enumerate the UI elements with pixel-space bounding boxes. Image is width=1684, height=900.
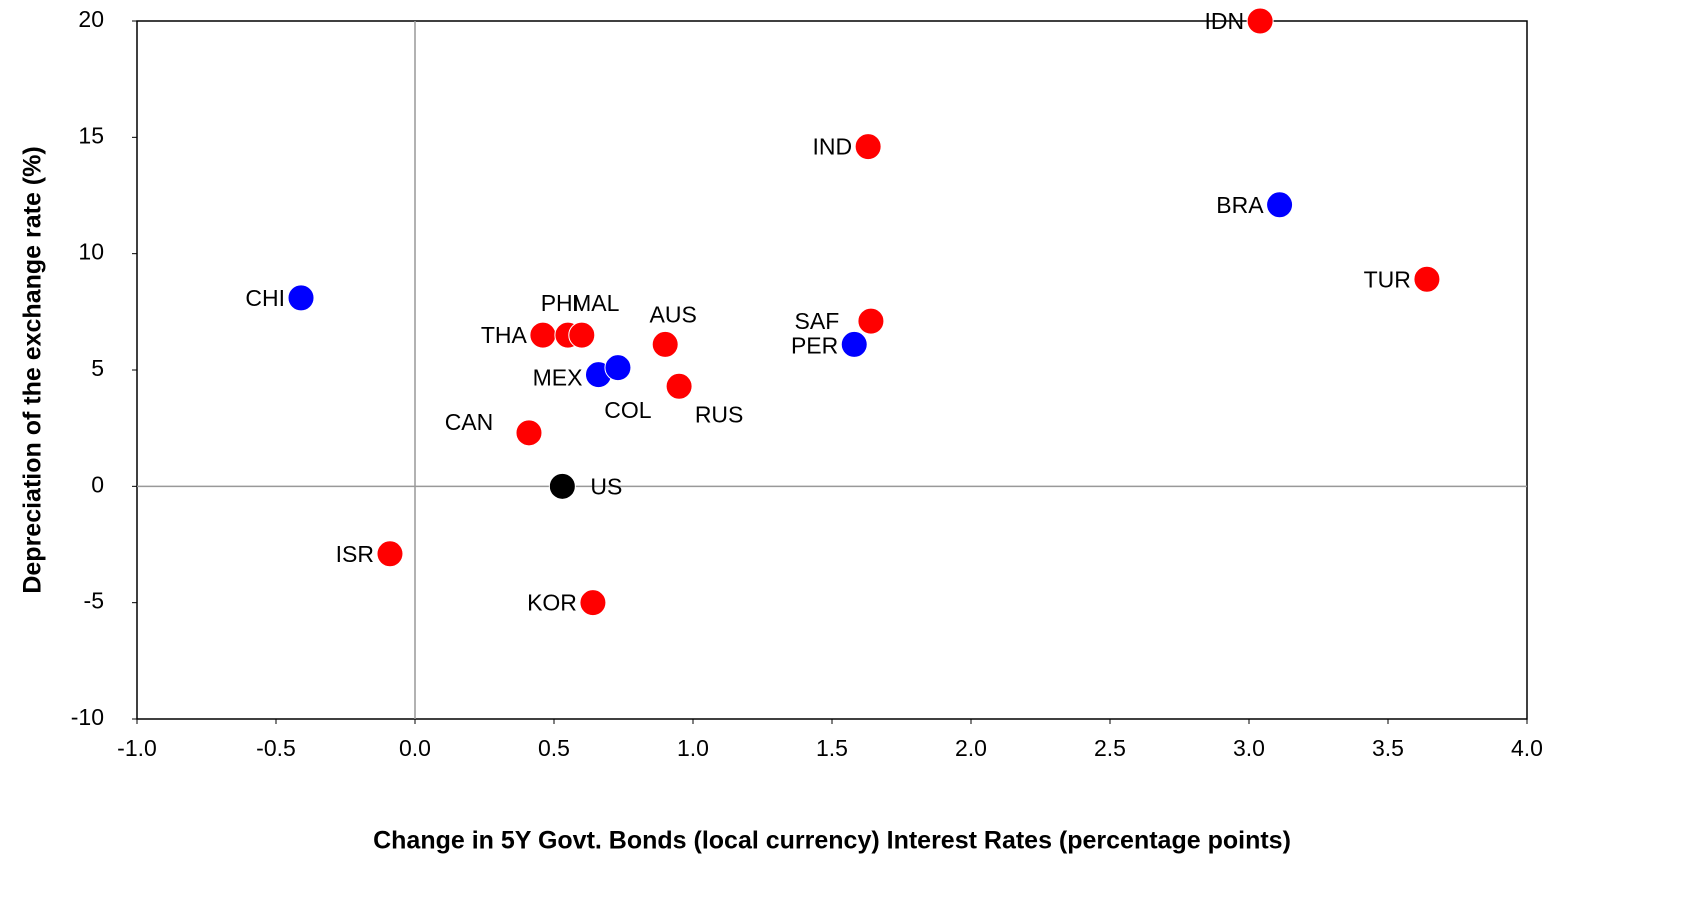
point-label: COL bbox=[604, 397, 652, 423]
point bbox=[579, 589, 607, 617]
point bbox=[515, 419, 543, 447]
x-tick-label: 0.0 bbox=[399, 735, 431, 761]
x-tick-label: 2.5 bbox=[1094, 735, 1126, 761]
point bbox=[529, 321, 557, 349]
y-tick-label: 0 bbox=[91, 471, 104, 497]
point bbox=[840, 330, 868, 358]
x-tick-label: 2.0 bbox=[955, 735, 987, 761]
x-tick-label: 3.0 bbox=[1233, 735, 1265, 761]
x-tick-label: 4.0 bbox=[1511, 735, 1543, 761]
point-label: CHI bbox=[245, 285, 285, 311]
y-tick-label: -10 bbox=[71, 704, 104, 730]
x-tick-label: -0.5 bbox=[256, 735, 296, 761]
point-label: AUS bbox=[650, 301, 697, 327]
point-label: KOR bbox=[527, 590, 577, 616]
point-label: SAF bbox=[795, 308, 840, 334]
point-label: TUR bbox=[1364, 266, 1411, 292]
y-axis-title: Depreciation of the exchange rate (%) bbox=[19, 146, 47, 593]
point bbox=[1413, 265, 1441, 293]
point-label: IDN bbox=[1204, 8, 1244, 34]
point-label: BRA bbox=[1216, 192, 1264, 218]
x-tick-label: 0.5 bbox=[538, 735, 570, 761]
x-tick-label: -1.0 bbox=[117, 735, 157, 761]
y-tick-label: 5 bbox=[91, 355, 104, 381]
point bbox=[857, 307, 885, 335]
point-label: CAN bbox=[445, 409, 494, 435]
point bbox=[604, 354, 632, 382]
point bbox=[548, 472, 576, 500]
x-tick-label: 3.5 bbox=[1372, 735, 1404, 761]
point-label: PER bbox=[791, 332, 838, 358]
point bbox=[854, 133, 882, 161]
point bbox=[1266, 191, 1294, 219]
point-label: PHI bbox=[541, 290, 579, 316]
y-tick-label: 20 bbox=[78, 6, 104, 32]
y-tick-label: 10 bbox=[78, 239, 104, 265]
point bbox=[568, 321, 596, 349]
point bbox=[1246, 7, 1274, 35]
point bbox=[665, 372, 693, 400]
plot-frame bbox=[136, 20, 1528, 720]
point-label: THA bbox=[481, 322, 528, 348]
point-label: US bbox=[590, 473, 622, 499]
point-label: MAL bbox=[572, 290, 620, 316]
point bbox=[376, 540, 404, 568]
point-label: RUS bbox=[695, 401, 744, 427]
point bbox=[651, 330, 679, 358]
x-axis-title: Change in 5Y Govt. Bonds (local currency… bbox=[373, 827, 1291, 855]
y-tick-label: 15 bbox=[78, 122, 104, 148]
y-tick-label: -5 bbox=[84, 588, 104, 614]
point-label: MEX bbox=[533, 365, 583, 391]
point-label: ISR bbox=[336, 541, 374, 567]
point bbox=[287, 284, 315, 312]
x-tick-label: 1.5 bbox=[816, 735, 848, 761]
x-tick-label: 1.0 bbox=[677, 735, 709, 761]
point-label: IND bbox=[813, 134, 853, 160]
